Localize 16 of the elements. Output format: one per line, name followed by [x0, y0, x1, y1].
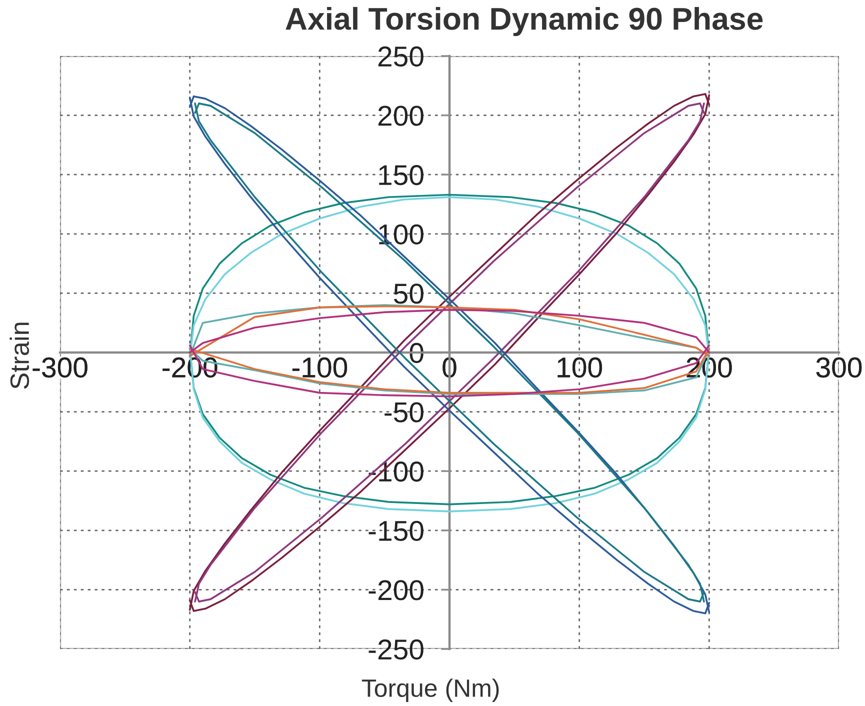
y-tick-label: 50: [394, 284, 424, 304]
x-tick-label: -300: [32, 357, 88, 378]
y-tick-label: -50: [384, 402, 424, 422]
y-tick-label: 250: [378, 46, 424, 67]
y-tick-label: -200: [368, 580, 424, 600]
x-tick-label: 300: [816, 357, 862, 378]
x-tick-label: -100: [292, 357, 348, 378]
y-tick-label: 100: [379, 224, 424, 244]
y-axis-title: Strain: [10, 322, 30, 389]
y-tick-label: -250: [368, 639, 424, 660]
y-tick-label: 150: [379, 165, 424, 186]
x-tick-label: 100: [558, 357, 602, 378]
chart-title: Axial Torsion Dynamic 90 Phase: [286, 6, 763, 36]
y-tick-label: 200: [378, 106, 424, 126]
y-tick-label: -150: [368, 520, 424, 541]
x-axis-title: Torque (Nm): [362, 678, 499, 702]
